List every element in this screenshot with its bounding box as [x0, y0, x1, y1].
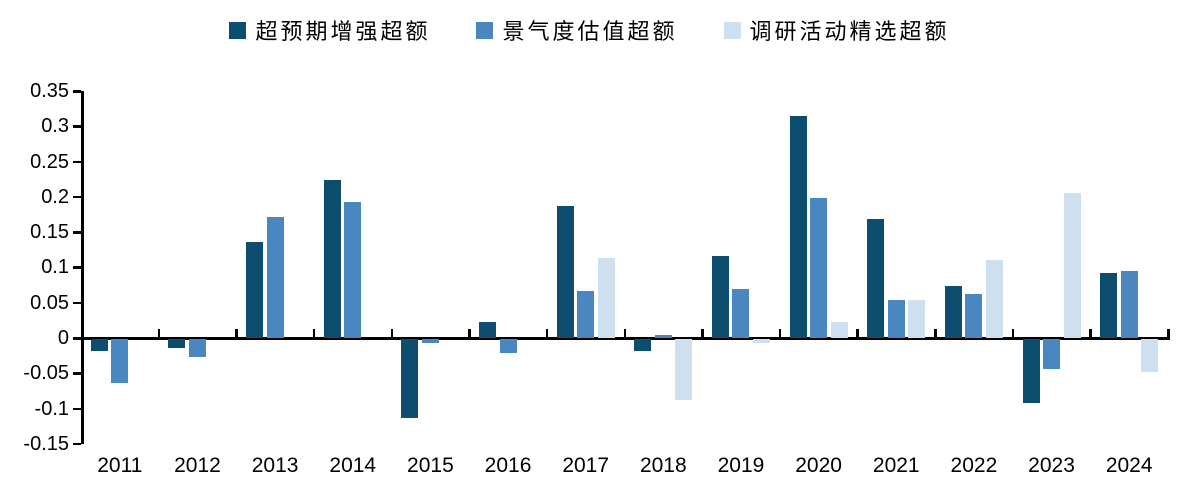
bar-2015-series-0 — [401, 339, 419, 419]
legend-item-0: 超预期增强超额 — [229, 14, 430, 46]
bar-2017-series-1 — [577, 290, 595, 338]
legend-label: 超预期增强超额 — [255, 19, 431, 44]
y-axis-tick — [73, 195, 81, 199]
bar-2023-series-0 — [1022, 339, 1040, 403]
y-axis-tick — [73, 372, 81, 375]
bar-2019-series-2 — [752, 339, 770, 344]
legend-swatch-icon — [723, 21, 741, 39]
y-axis-tick — [73, 301, 81, 305]
x-axis-label: 2011 — [97, 454, 143, 477]
bar-2016-series-1 — [499, 339, 517, 354]
y-axis-tick-label: 0 — [57, 327, 69, 349]
x-axis-tick — [468, 329, 471, 338]
bar-2017-series-0 — [556, 206, 574, 338]
bar-2020-series-2 — [830, 322, 848, 338]
x-axis-tick — [312, 329, 316, 338]
bar-2015-series-1 — [421, 339, 439, 344]
bar-2018-series-0 — [634, 339, 652, 351]
y-axis-tick-label: 0.05 — [30, 291, 69, 314]
legend-swatch-icon — [229, 21, 247, 39]
x-axis-tick — [545, 329, 549, 338]
x-axis-label: 2020 — [795, 454, 842, 477]
legend-label: 调研活动精选超额 — [749, 19, 950, 44]
bar-2012-series-0 — [168, 339, 186, 349]
legend-item-2: 调研活动精选超额 — [723, 14, 950, 46]
y-axis-tick — [73, 407, 81, 411]
bar-2020-series-0 — [789, 115, 807, 338]
x-axis-label: 2021 — [872, 454, 920, 477]
bar-2011-series-0 — [90, 339, 108, 351]
y-axis-tick — [73, 90, 81, 93]
bar-2014-series-0 — [323, 179, 341, 338]
bar-2024-series-2 — [1141, 339, 1159, 373]
y-axis-tick-label: -0.05 — [23, 362, 69, 385]
x-axis-label: 2016 — [484, 454, 532, 477]
x-axis-tick — [778, 329, 782, 338]
bar-2021-series-1 — [887, 299, 905, 338]
bar-2018-series-2 — [675, 339, 693, 401]
bar-2018-series-1 — [654, 335, 672, 338]
y-axis-tick-label: 0.15 — [30, 221, 69, 244]
y-axis-tick-label: -0.1 — [34, 397, 69, 420]
legend-swatch-icon — [476, 21, 494, 39]
bar-2019-series-1 — [732, 288, 750, 338]
bar-2020-series-1 — [810, 198, 828, 338]
y-axis-tick-label: 0.3 — [41, 115, 69, 138]
bar-2017-series-2 — [597, 258, 615, 338]
x-axis-label: 2014 — [329, 454, 377, 477]
bar-2022-series-0 — [944, 286, 962, 338]
x-axis-tick — [1167, 329, 1170, 338]
x-axis-label: 2019 — [717, 454, 765, 477]
bar-2019-series-0 — [711, 256, 729, 338]
x-axis-tick — [1089, 329, 1092, 338]
x-axis-tick — [1011, 329, 1015, 338]
bar-2024-series-1 — [1120, 270, 1138, 338]
x-axis-tick — [856, 329, 859, 338]
y-axis-tick — [73, 125, 81, 128]
y-axis-tick — [73, 266, 81, 269]
x-axis-label: 2015 — [407, 454, 454, 477]
bar-2021-series-0 — [867, 218, 885, 338]
bar-2024-series-0 — [1100, 273, 1118, 338]
x-axis-label: 2023 — [1028, 454, 1075, 477]
bar-2011-series-1 — [111, 339, 129, 383]
x-axis-tick — [934, 329, 937, 338]
bar-2023-series-1 — [1043, 339, 1061, 369]
x-axis-line — [81, 337, 1170, 340]
legend-label: 景气度估值超额 — [502, 19, 678, 44]
x-axis-tick — [235, 329, 238, 338]
legend-item-1: 景气度估值超额 — [476, 14, 677, 46]
y-axis-tick-label: 0.35 — [30, 80, 69, 102]
bar-2013-series-1 — [266, 216, 284, 338]
y-axis-tick-label: 0.25 — [30, 150, 69, 173]
y-axis-tick-label: 0.1 — [41, 256, 69, 279]
x-axis-tick — [623, 329, 626, 338]
x-axis-label: 2022 — [950, 454, 998, 477]
x-axis-label: 2017 — [562, 454, 610, 477]
y-axis-tick — [73, 442, 81, 446]
bar-2022-series-2 — [985, 260, 1003, 338]
bar-2012-series-1 — [188, 339, 206, 357]
x-axis-label: 2018 — [639, 454, 687, 477]
x-axis-tick — [701, 329, 704, 338]
y-axis-tick — [73, 160, 81, 164]
x-axis-label: 2024 — [1105, 454, 1153, 477]
y-axis-tick-label: 0.2 — [41, 185, 69, 208]
y-axis-tick — [73, 231, 81, 234]
bar-2016-series-0 — [479, 322, 497, 338]
y-axis-tick — [73, 337, 81, 340]
x-axis-label: 2012 — [174, 454, 221, 477]
x-axis-tick — [157, 329, 161, 338]
chart-legend: 超预期增强超额 景气度估值超额 调研活动精选超额 — [0, 14, 1179, 46]
x-axis-label: 2013 — [251, 454, 299, 477]
bar-2013-series-0 — [246, 242, 264, 338]
bar-2022-series-1 — [965, 293, 983, 338]
y-axis-tick-label: -0.15 — [23, 432, 69, 455]
bar-2023-series-2 — [1063, 193, 1081, 338]
bar-2021-series-2 — [908, 299, 926, 338]
bar-2014-series-1 — [344, 201, 362, 338]
y-axis-line — [81, 91, 84, 444]
x-axis-tick — [390, 329, 394, 338]
